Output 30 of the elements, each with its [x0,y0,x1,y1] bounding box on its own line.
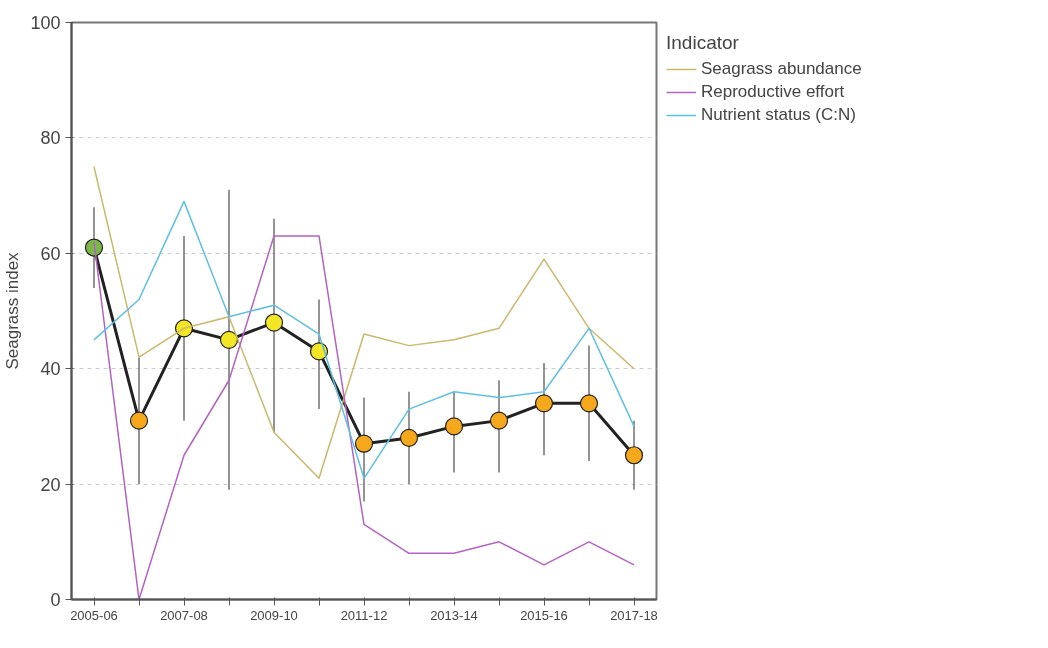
y-tick-label: 20 [40,474,61,495]
x-tick-label: 2017-18 [610,607,658,623]
point [309,342,329,361]
x-tick-label: 2009-10 [250,607,298,623]
point [264,313,284,332]
legend-label: Reproductive effort [701,82,845,102]
y-tick-label: 60 [40,243,61,264]
y-axis-title: Seagrass index [3,251,23,370]
point [84,238,104,257]
x-tick-label: 2015-16 [520,607,568,623]
point [489,411,509,430]
y-tick-label: 40 [40,359,61,380]
point [129,411,149,430]
y-tick-label: 80 [40,128,61,149]
point [579,394,599,413]
point [399,428,419,448]
point [354,434,374,453]
x-tick-label: 2005-06 [70,607,118,623]
y-tick-label: 0 [50,590,61,610]
point [219,330,239,349]
x-tick-label: 2013-14 [430,607,478,623]
legend-label: Seagrass abundance [701,59,862,79]
legend-title: Indicator [666,32,740,54]
x-tick-label: 2011-12 [340,607,388,623]
y-tick-label: 100 [30,13,61,33]
x-tick-label: 2007-08 [160,607,208,623]
point [534,394,554,413]
legend-label: Nutrient status (C:N) [701,105,856,125]
point [444,417,464,436]
point [624,446,644,465]
